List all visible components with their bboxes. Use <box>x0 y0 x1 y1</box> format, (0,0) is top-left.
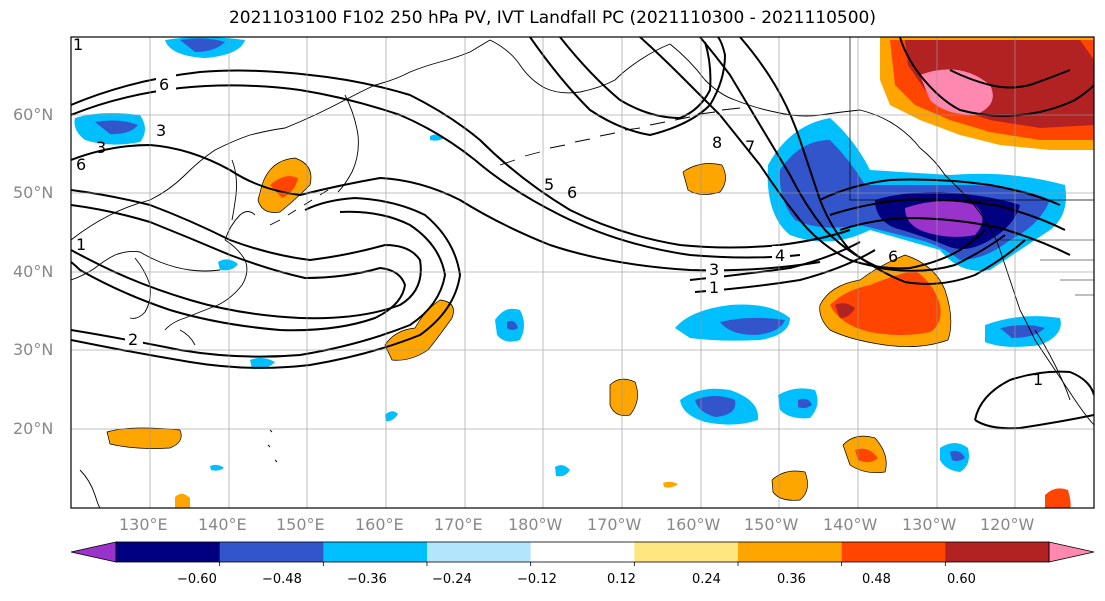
cold-anomaly-small-1 <box>250 357 275 369</box>
cold-anomaly-small-3 <box>218 259 238 271</box>
warm-anomaly-small-1 <box>175 493 190 508</box>
colorbar-tick-label: 0.36 <box>777 572 806 587</box>
lon-label-180w: 180°W <box>508 515 563 534</box>
lon-label-170e: 170°E <box>434 515 483 534</box>
warm-anomaly-west-trop <box>107 427 182 449</box>
colorbar-swatch <box>323 542 428 562</box>
colorbar-swatch <box>738 542 843 562</box>
colorbar-tick-label: −0.24 <box>432 572 472 587</box>
warm-anomaly-dateline-n <box>683 163 726 195</box>
gridlines <box>71 37 1094 508</box>
colorbar-swatch <box>116 542 221 562</box>
colorbar-swatch <box>219 542 324 562</box>
lon-label-130e: 130°E <box>119 515 168 534</box>
contour-label-5: 6 <box>567 183 577 202</box>
colorbar-swatch <box>427 542 532 562</box>
colorbar-tick-label: 0.24 <box>692 572 721 587</box>
map-title: 2021103100 F102 250 hPa PV, IVT Landfall… <box>228 8 876 28</box>
colorbar-frame <box>115 541 1050 563</box>
cold-anomaly-nw-core <box>180 38 225 52</box>
lon-label-140w: 140°W <box>823 515 878 534</box>
contour-label-12: 1 <box>1033 370 1043 389</box>
colorbar-tick-label: 0.12 <box>607 572 636 587</box>
lat-label-60n: 60°N <box>13 105 54 124</box>
cold-anomaly-subtrop-3-core <box>950 450 965 462</box>
contour-label-11: 2 <box>128 330 138 349</box>
contour-label-1: 6 <box>159 75 169 94</box>
cold-anomaly-small-6 <box>210 464 224 471</box>
warm-anomaly-subtrop-3 <box>772 471 808 501</box>
contour-label-4: 6 <box>76 155 86 174</box>
cold-anomaly-west-core <box>95 120 138 135</box>
cold-anomaly-subtrop-2 <box>778 388 818 419</box>
contour-label-2: 3 <box>156 121 166 140</box>
colorbar-swatch <box>945 542 1050 562</box>
cold-anomaly-subtrop-1-core <box>695 396 736 417</box>
contour-label-14: 1 <box>73 35 83 54</box>
colorbar-swatch <box>841 542 946 562</box>
cold-anomaly-subtrop-2-core <box>798 398 812 409</box>
colorbar-tick-label: −0.36 <box>347 572 387 587</box>
cold-anomaly-mid-core <box>720 317 785 335</box>
lon-label-130w: 130°W <box>902 515 957 534</box>
lon-label-160e: 160°E <box>355 515 404 534</box>
contour-label-6: 7 <box>745 137 755 156</box>
warm-anomaly-alaska <box>880 37 1094 150</box>
colorbar-tick-label: 0.48 <box>862 572 891 587</box>
contour-label-16: 8 <box>712 133 722 152</box>
contour-label-3: 3 <box>96 138 106 157</box>
warm-anomaly-subtrop-2-core <box>855 448 878 463</box>
colorbar-tick-label: −0.60 <box>177 572 217 587</box>
warm-anomaly-small-2 <box>663 481 678 488</box>
cold-anomaly-coast-core <box>1000 325 1045 338</box>
lon-label-120w: 120°W <box>980 515 1035 534</box>
cold-anomaly-small-5 <box>385 411 398 422</box>
contour-label-13: 1 <box>76 235 86 254</box>
cold-anomaly-small-2 <box>555 465 570 477</box>
lon-label-160w: 160°W <box>666 515 721 534</box>
contour-label-7: 3 <box>709 260 719 279</box>
lon-label-150w: 150°W <box>744 515 799 534</box>
cold-anomaly-central-core <box>507 320 518 330</box>
colorbar <box>70 541 1095 566</box>
warm-anomaly-kuril <box>258 158 311 213</box>
warm-anomaly-central <box>385 300 454 361</box>
contour-labels: 6 3 3 6 6 7 3 1 4 6 2 1 1 1 5 8 <box>73 35 1043 389</box>
lat-label-40n: 40°N <box>13 262 54 281</box>
map-frame <box>70 36 1095 509</box>
contour-label-9: 4 <box>775 246 785 265</box>
colorbar-swatch <box>530 542 635 562</box>
lon-label-140e: 140°E <box>198 515 247 534</box>
colorbar-tick-label: −0.48 <box>262 572 302 587</box>
lat-label-30n: 30°N <box>13 340 54 359</box>
lat-label-50n: 50°N <box>13 183 54 202</box>
colorbar-extend-min <box>70 541 117 563</box>
contour-label-10: 6 <box>888 247 898 266</box>
lon-label-170w: 170°W <box>587 515 642 534</box>
colorbar-tick-label: 0.60 <box>947 572 976 587</box>
warm-anomaly-subtrop-1 <box>610 379 638 416</box>
warm-anomaly-far-se <box>1045 488 1071 508</box>
colorbar-swatch <box>634 542 739 562</box>
lat-label-20n: 20°N <box>13 419 54 438</box>
colorbar-tick-label: −0.12 <box>517 572 557 587</box>
contour-label-8: 1 <box>709 278 719 297</box>
lon-label-150e: 150°E <box>276 515 325 534</box>
colorbar-extend-max <box>1048 541 1095 563</box>
contour-label-15: 5 <box>544 175 554 194</box>
